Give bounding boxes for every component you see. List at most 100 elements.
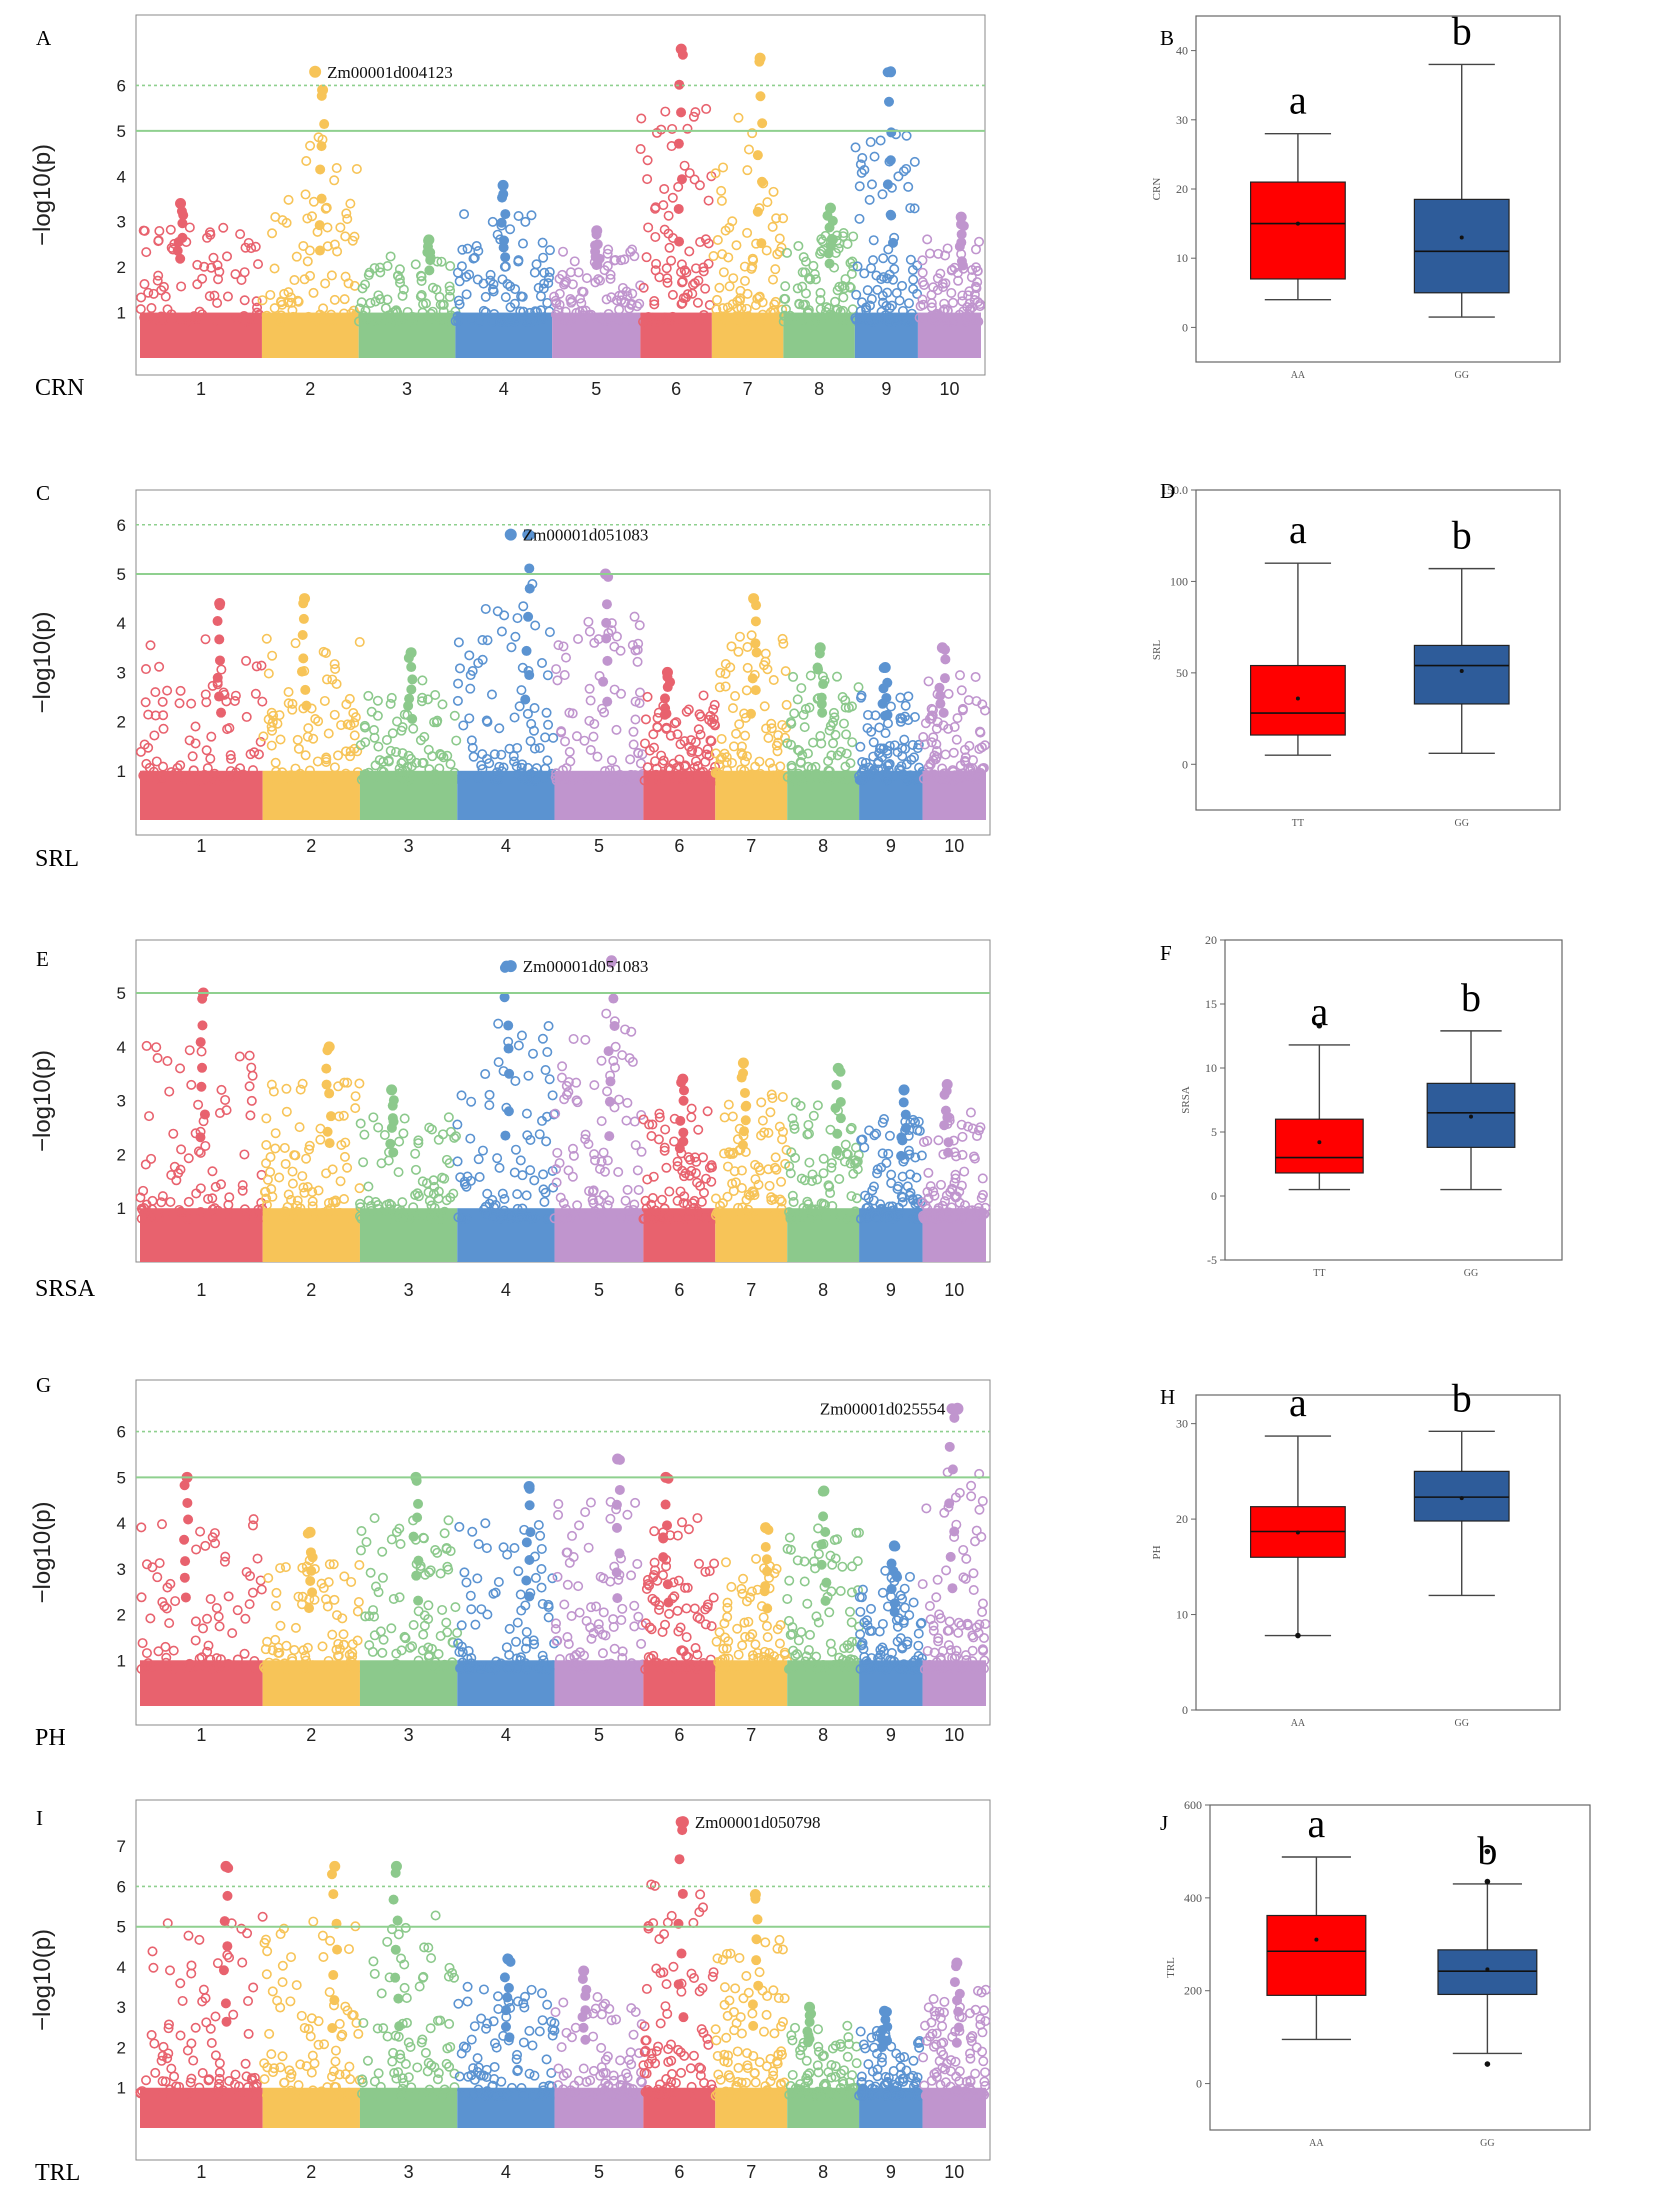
peak-snp bbox=[408, 1531, 419, 1542]
snp-point bbox=[333, 750, 344, 761]
peak-snp bbox=[388, 1147, 399, 1158]
snp-point bbox=[917, 294, 928, 305]
snp-point bbox=[179, 774, 190, 785]
peak-snp bbox=[896, 1150, 907, 1161]
snp-point bbox=[418, 757, 429, 768]
snp-point bbox=[152, 275, 163, 286]
snp-point bbox=[415, 316, 426, 327]
snp-point bbox=[553, 640, 564, 651]
manhattan-panel-G: 1 2 3 4 5 6 7 8 9 10123456−log10(p)Zm00001d025554… bbox=[29, 1373, 991, 1751]
panel-letter: E bbox=[36, 947, 49, 971]
peak-snp bbox=[577, 2011, 588, 2022]
chromosome-label: 6 bbox=[671, 379, 681, 399]
snp-point bbox=[454, 299, 465, 310]
chromosome-6-points bbox=[635, 43, 717, 358]
snp-point bbox=[145, 640, 156, 651]
snp-point bbox=[893, 171, 904, 182]
peak-snp bbox=[673, 1979, 684, 1990]
snp-point bbox=[852, 261, 863, 272]
snp-point bbox=[310, 714, 321, 725]
chromosome-9-points bbox=[850, 66, 923, 358]
snp-point bbox=[144, 311, 155, 322]
snp-point bbox=[505, 302, 516, 313]
snp-point bbox=[912, 260, 923, 271]
chromosome-label: 4 bbox=[501, 1280, 511, 1300]
snp-point bbox=[445, 261, 456, 272]
snp-point bbox=[771, 213, 782, 224]
lead-snp-label: Zm00001d025554 bbox=[820, 1400, 946, 1419]
snp-point bbox=[859, 268, 870, 279]
snp-point bbox=[605, 273, 616, 284]
snp-point bbox=[415, 773, 426, 784]
snp-point bbox=[606, 625, 617, 636]
snp-point bbox=[329, 659, 340, 670]
snp-point bbox=[690, 107, 701, 118]
snp-point bbox=[516, 685, 527, 696]
snp-point bbox=[431, 717, 442, 728]
peak-snp bbox=[413, 1555, 424, 1566]
snp-point bbox=[410, 259, 421, 270]
snp-point bbox=[709, 699, 720, 710]
y-tick-label: 2 bbox=[117, 713, 126, 732]
snp-point bbox=[593, 771, 604, 782]
chromosome-label: 1 bbox=[196, 1280, 206, 1300]
snp-point bbox=[459, 771, 470, 782]
snp-point bbox=[477, 654, 488, 665]
peak-snp bbox=[521, 1537, 532, 1548]
snp-point bbox=[773, 316, 784, 327]
peak-snp bbox=[662, 1579, 673, 1590]
snp-point bbox=[221, 696, 232, 707]
snp-point bbox=[310, 313, 321, 324]
snp-point bbox=[218, 222, 229, 233]
snp-point bbox=[743, 316, 754, 327]
snp-point bbox=[246, 243, 257, 254]
snp-point bbox=[372, 710, 383, 721]
peak-snp bbox=[957, 260, 968, 271]
snp-point bbox=[731, 240, 742, 251]
snp-point bbox=[223, 772, 234, 783]
snp-point bbox=[467, 666, 478, 677]
snp-point bbox=[349, 717, 360, 728]
snp-point bbox=[376, 766, 387, 777]
snp-point bbox=[552, 675, 563, 686]
y-tick-label: 2 bbox=[117, 1606, 126, 1625]
snp-point bbox=[436, 256, 447, 267]
snp-point bbox=[851, 314, 862, 325]
top-snp-chr-3 bbox=[423, 234, 435, 246]
snp-point bbox=[561, 652, 572, 663]
snp-point bbox=[632, 656, 643, 667]
snp-point bbox=[617, 282, 628, 293]
snp-point bbox=[197, 273, 208, 284]
snp-point bbox=[538, 283, 549, 294]
snp-point bbox=[903, 298, 914, 309]
snp-point bbox=[844, 281, 855, 292]
snp-point bbox=[901, 163, 912, 174]
snp-point bbox=[774, 246, 785, 257]
snp-point bbox=[946, 287, 957, 298]
snp-point bbox=[605, 269, 616, 280]
snp-point bbox=[445, 775, 456, 786]
snp-point bbox=[768, 186, 779, 197]
peak-snp bbox=[832, 1128, 843, 1139]
peak-snp bbox=[425, 255, 436, 266]
snp-point bbox=[143, 287, 154, 298]
trait-label: CRN bbox=[35, 375, 84, 401]
snp-point bbox=[589, 637, 600, 648]
snp-point bbox=[627, 288, 638, 299]
snp-point bbox=[537, 237, 548, 248]
snp-point bbox=[252, 302, 263, 313]
snp-point bbox=[898, 166, 909, 177]
snp-point bbox=[208, 316, 219, 327]
snp-point bbox=[184, 222, 195, 233]
chromosome-label: 9 bbox=[886, 836, 896, 856]
top-snp-chr-6 bbox=[675, 43, 687, 55]
peak-snp bbox=[179, 1572, 190, 1583]
snp-point bbox=[146, 303, 157, 314]
snp-point bbox=[281, 217, 292, 228]
peak-snp bbox=[496, 217, 507, 228]
snp-point bbox=[727, 216, 738, 227]
snp-point bbox=[647, 774, 658, 785]
snp-point bbox=[516, 768, 527, 779]
snp-point bbox=[573, 267, 584, 278]
snp-point bbox=[664, 242, 675, 253]
